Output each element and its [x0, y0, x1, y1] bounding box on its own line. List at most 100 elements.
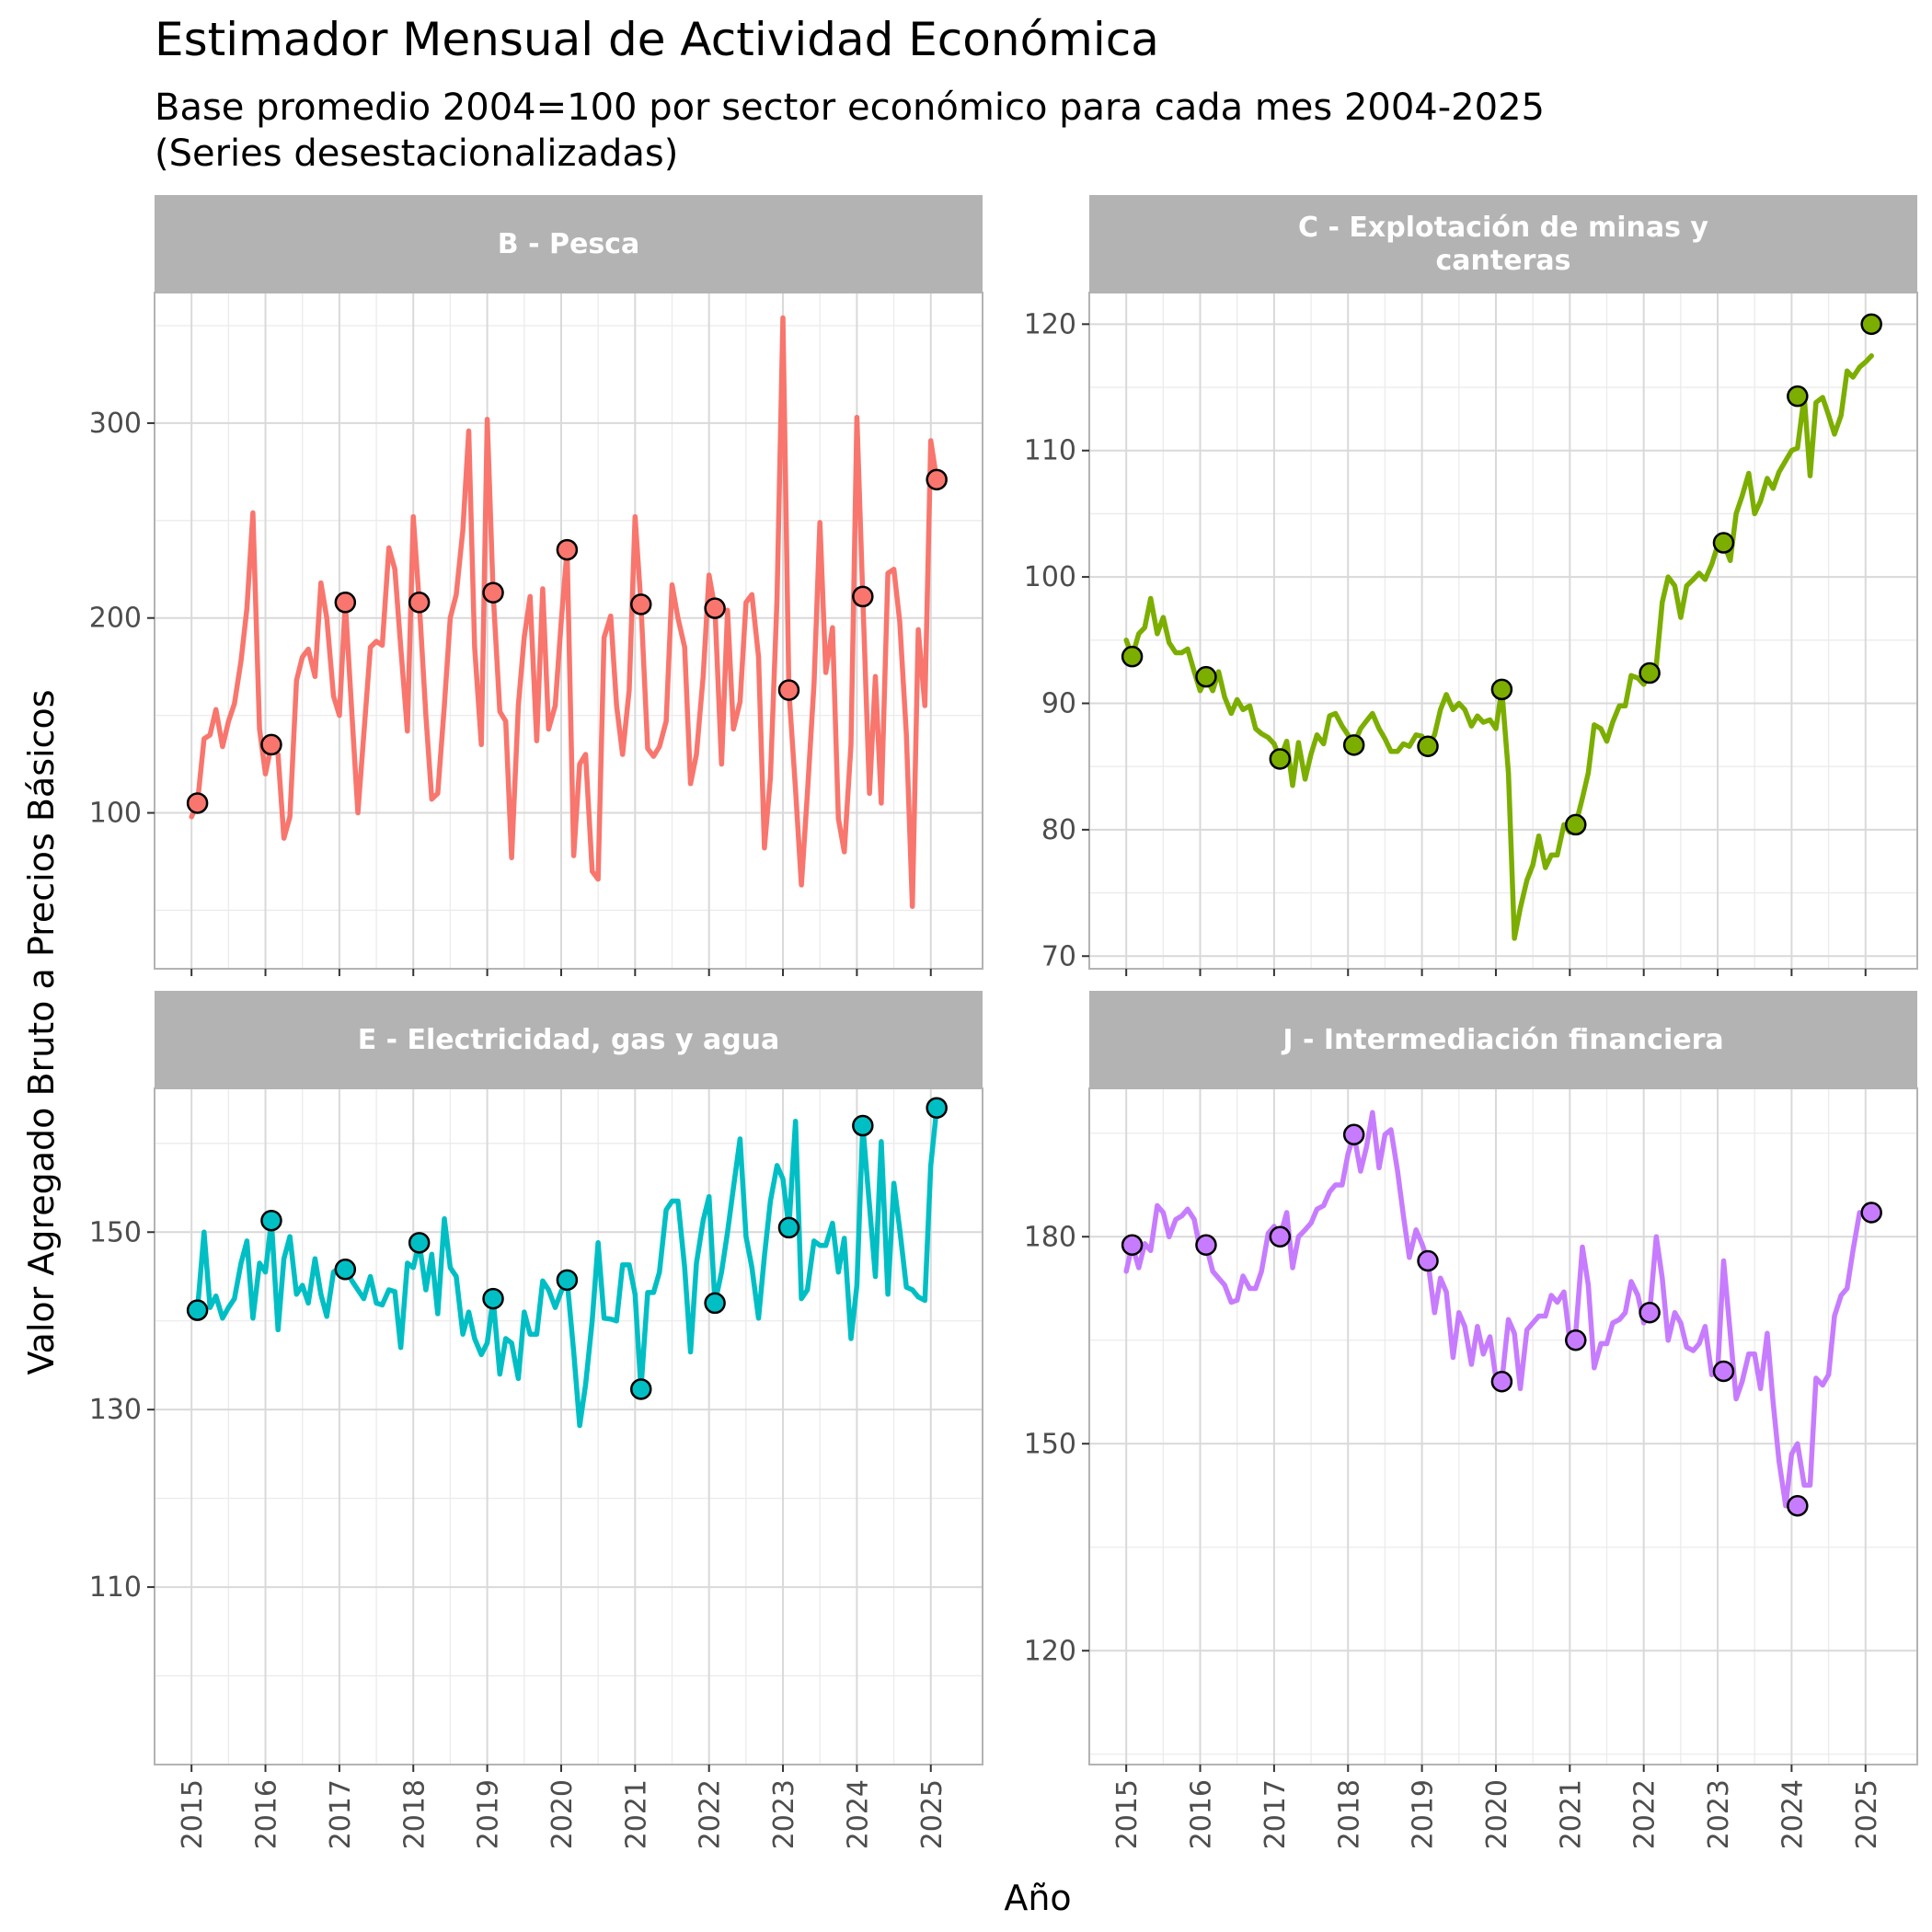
- y-tick-label: 80: [1041, 814, 1076, 846]
- panel-border: [1088, 292, 1918, 970]
- facet-strip: [1089, 991, 1917, 1088]
- data-point: [1417, 1249, 1439, 1272]
- data-point: [1787, 385, 1809, 408]
- y-tick-label: 300: [89, 408, 142, 440]
- x-tick-label: 2015: [177, 1779, 209, 1849]
- data-point: [556, 1269, 579, 1292]
- facet-strip: [1089, 195, 1917, 293]
- facet-strip-label: C - Explotación de minas y: [1298, 212, 1708, 244]
- x-tick-label: 2016: [251, 1779, 283, 1849]
- x-tick-label: 2023: [768, 1779, 800, 1849]
- chart-subtitle: Base promedio 2004=100 por sector económ…: [155, 86, 1545, 175]
- data-point: [926, 468, 948, 491]
- y-tick-label: 110: [1024, 435, 1076, 467]
- data-point: [1860, 1202, 1882, 1224]
- y-tick-label: 100: [1024, 561, 1076, 593]
- series-line: [189, 315, 939, 909]
- y-tick-label: 100: [89, 798, 142, 830]
- facet-panel-1: B - Pesca 100 200 300: [89, 195, 983, 976]
- data-point: [1195, 665, 1217, 688]
- data-point: [1639, 661, 1661, 684]
- x-tick-label: 2025: [916, 1779, 949, 1849]
- data-point: [1787, 1495, 1809, 1517]
- data-point: [260, 1209, 282, 1232]
- data-point: [334, 592, 357, 614]
- x-tick-label: 2021: [620, 1779, 652, 1849]
- data-point: [1490, 1371, 1513, 1393]
- x-tick-label: 2025: [1851, 1779, 1883, 1849]
- y-axis-title: Valor Agregado Bruto a Precios Básicos: [21, 690, 62, 1375]
- data-point: [926, 1097, 948, 1119]
- y-tick-label: 120: [1024, 1635, 1076, 1667]
- data-point: [1121, 1234, 1144, 1256]
- data-point: [186, 1299, 209, 1321]
- panel-border: [154, 292, 983, 970]
- x-tick-label: 2024: [842, 1779, 874, 1849]
- series-line: [1123, 352, 1874, 941]
- x-tick-label: 2017: [1259, 1779, 1292, 1849]
- data-point: [1269, 748, 1292, 770]
- facet-strip: [155, 991, 983, 1088]
- data-point: [630, 1378, 652, 1400]
- data-point: [186, 792, 209, 814]
- facet-strip: [155, 195, 983, 293]
- x-tick-label: 2018: [1333, 1779, 1365, 1849]
- facet-strip-label: E - Electricidad, gas y agua: [358, 1024, 780, 1056]
- x-axis-title: Año: [1004, 1878, 1071, 1918]
- x-tick-label: 2021: [1555, 1779, 1587, 1849]
- chart-title: Estimador Mensual de Actividad Económica: [155, 13, 1159, 66]
- data-point: [704, 597, 726, 619]
- data-point: [334, 1259, 357, 1281]
- y-tick-label: 90: [1041, 687, 1076, 719]
- x-tick-label: 2018: [398, 1779, 431, 1849]
- data-point: [1342, 1123, 1365, 1145]
- data-point: [408, 592, 431, 614]
- x-tick-label: 2019: [473, 1779, 505, 1849]
- y-tick-label: 200: [89, 603, 142, 635]
- data-point: [1712, 532, 1735, 554]
- x-tick-label: 2019: [1408, 1779, 1440, 1849]
- y-tick-label: 150: [1024, 1428, 1076, 1460]
- panel-background: [155, 1088, 983, 1765]
- data-point: [1195, 1234, 1217, 1256]
- panel-border: [1088, 1087, 1918, 1765]
- y-tick-label: 150: [89, 1216, 142, 1248]
- x-tick-label: 2020: [1481, 1779, 1513, 1849]
- data-point: [630, 593, 652, 615]
- x-tick-label: 2024: [1777, 1779, 1809, 1849]
- data-point: [1860, 313, 1882, 336]
- panel-background: [1089, 1088, 1917, 1765]
- data-point: [852, 1114, 874, 1137]
- data-point: [1269, 1225, 1292, 1248]
- y-tick-label: 110: [89, 1571, 142, 1604]
- y-tick-label: 180: [1024, 1221, 1076, 1253]
- data-point: [1565, 1329, 1587, 1351]
- data-point: [556, 538, 579, 561]
- x-tick-label: 2023: [1703, 1779, 1735, 1849]
- x-tick-label: 2022: [695, 1779, 727, 1849]
- x-tick-label: 2020: [546, 1779, 579, 1849]
- facet-strip-label: canteras: [1436, 245, 1571, 277]
- series-line: [1123, 1110, 1863, 1509]
- panel-border: [154, 1087, 983, 1765]
- data-point: [1565, 813, 1587, 836]
- data-point: [260, 733, 282, 756]
- y-tick-label: 120: [1024, 308, 1076, 340]
- data-point: [1121, 645, 1144, 668]
- data-point: [777, 1216, 800, 1239]
- y-tick-label: 130: [89, 1394, 142, 1426]
- x-tick-label: 2016: [1186, 1779, 1218, 1849]
- data-point: [777, 679, 800, 701]
- x-tick-label: 2015: [1111, 1779, 1144, 1849]
- data-point: [1490, 678, 1513, 701]
- data-point: [408, 1232, 431, 1254]
- data-point: [704, 1292, 726, 1315]
- panel-background: [1089, 293, 1917, 969]
- data-point: [482, 1287, 504, 1310]
- data-point: [1639, 1302, 1661, 1324]
- facet-strip-label: B - Pesca: [498, 228, 639, 260]
- facet-strip-label: J - Intermediación financiera: [1281, 1024, 1723, 1056]
- x-tick-label: 2022: [1629, 1779, 1662, 1849]
